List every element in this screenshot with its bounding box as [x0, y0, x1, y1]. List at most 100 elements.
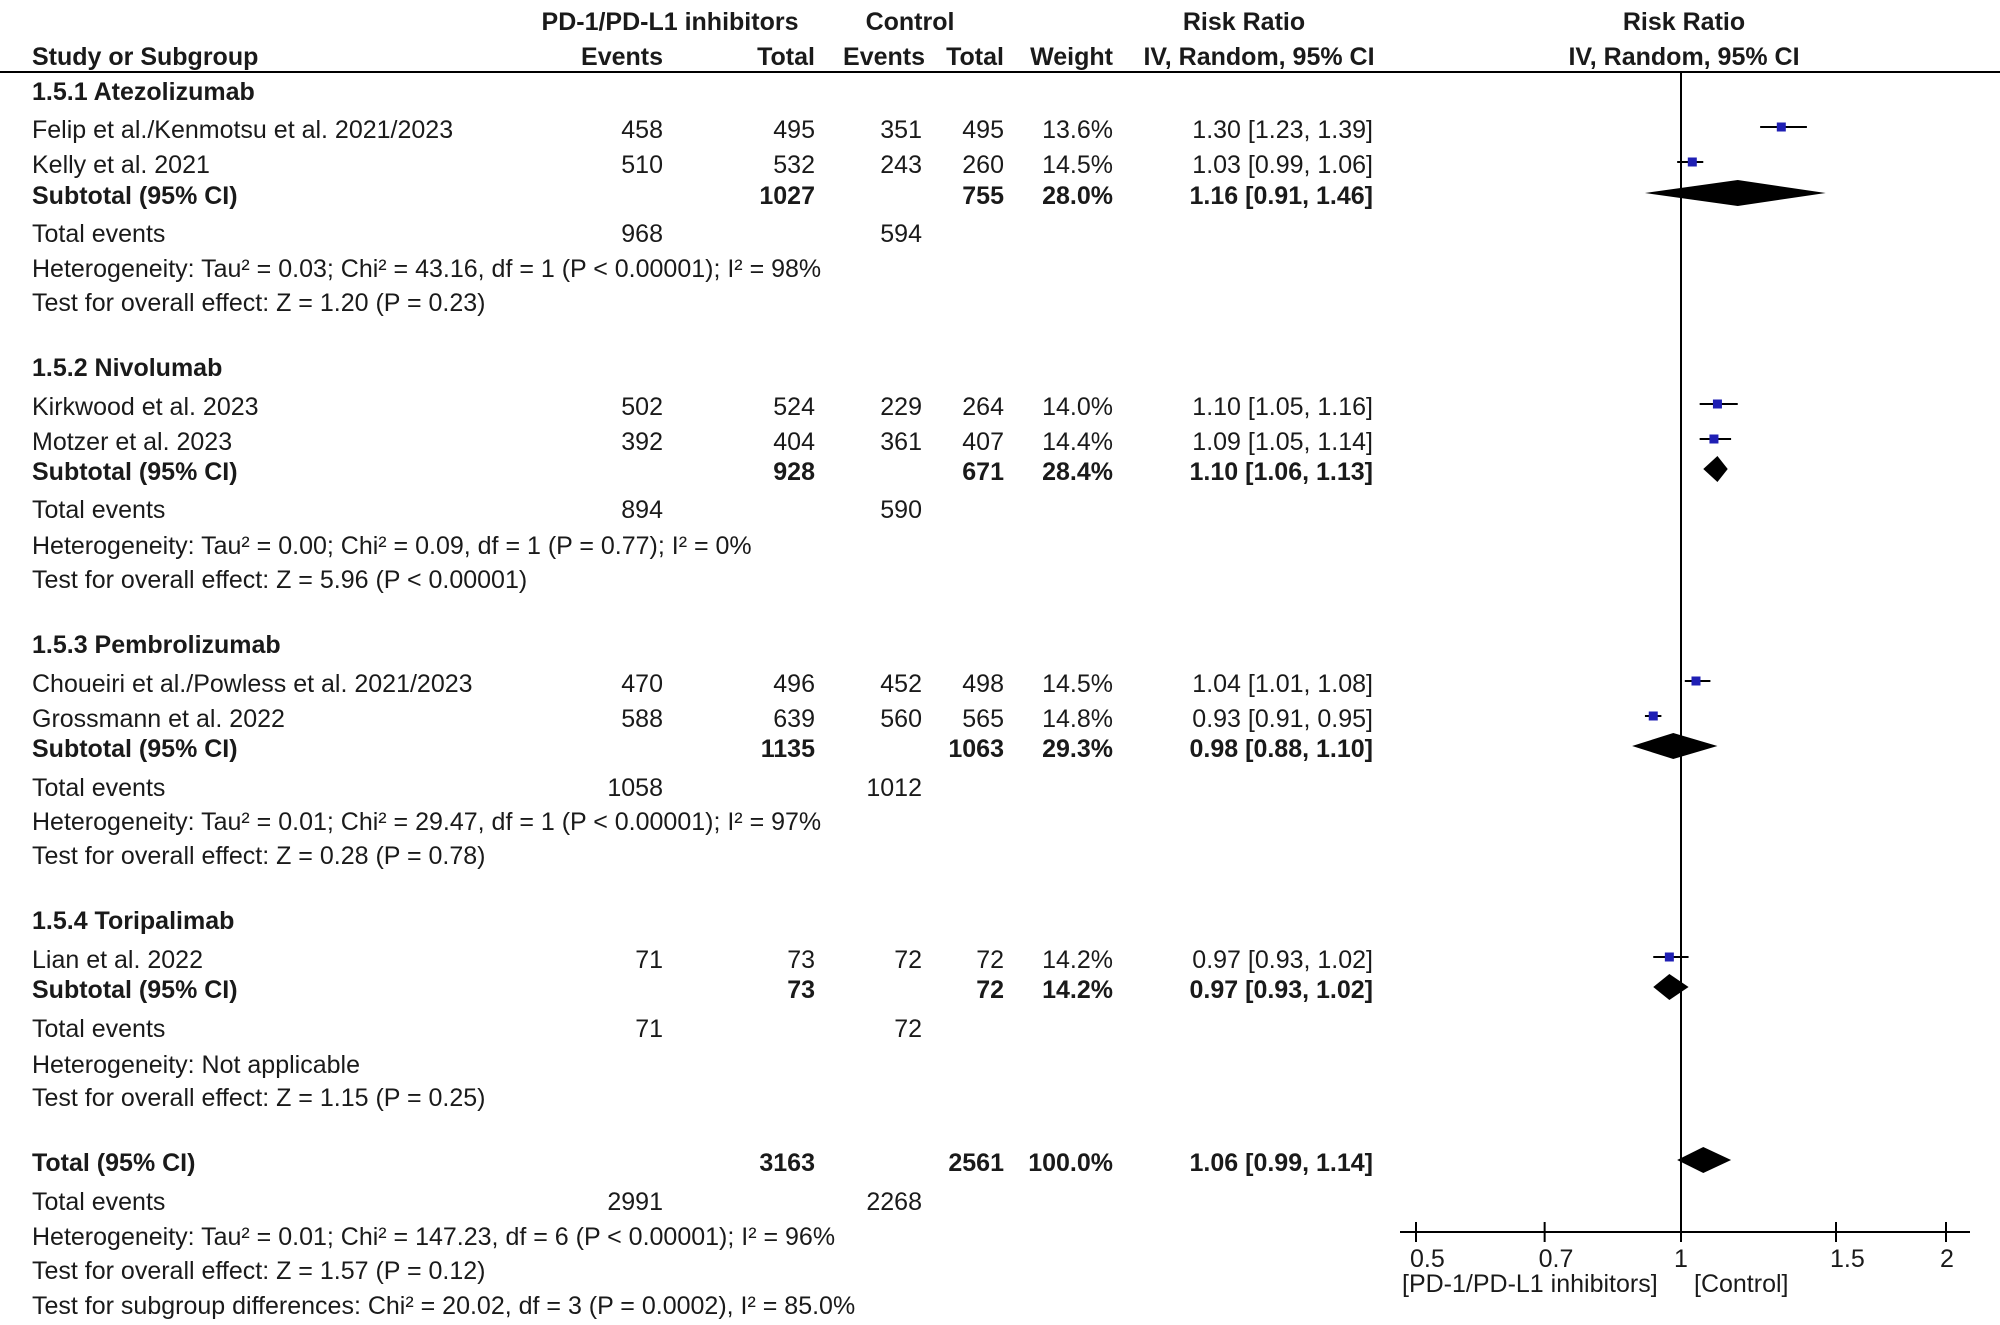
study-point-square	[1687, 157, 1697, 167]
subtotal-total-control: 671	[962, 458, 1004, 486]
header-events-experimental: Events	[581, 43, 663, 71]
subtotal-diamond	[1632, 733, 1718, 759]
study-point-square	[1691, 676, 1701, 686]
study-risk-ratio-ci: 1.09 [1.05, 1.14]	[1192, 428, 1373, 456]
subtotal-total-control: 72	[976, 976, 1004, 1004]
total-events-label: Total events	[32, 1188, 166, 1216]
study-total-experimental: 73	[787, 946, 815, 974]
favours-right-label: [Control]	[1694, 1270, 1788, 1298]
study-point-square	[1712, 399, 1722, 409]
study-risk-ratio-ci: 1.04 [1.01, 1.08]	[1192, 670, 1373, 698]
subtotal-total-experimental: 928	[773, 458, 815, 486]
study-name: Felip et al./Kenmotsu et al. 2021/2023	[32, 116, 454, 144]
subtotal-label: Subtotal (95% CI)	[32, 182, 238, 210]
study-events-experimental: 502	[621, 393, 663, 421]
study-name: Lian et al. 2022	[32, 946, 203, 974]
header-rr-method: IV, Random, 95% CI	[1143, 43, 1375, 71]
study-name: Kirkwood et al. 2023	[32, 393, 259, 421]
subtotal-label: Subtotal (95% CI)	[32, 735, 238, 763]
study-events-control: 452	[880, 670, 922, 698]
study-events-experimental: 510	[621, 151, 663, 179]
total-events-control: 1012	[866, 774, 922, 802]
header-risk-ratio-plot: Risk Ratio	[1622, 8, 1746, 36]
study-total-control: 264	[962, 393, 1004, 421]
subtotal-diamond	[1653, 974, 1689, 1000]
overall-effect-text: Test for overall effect: Z = 5.96 (P < 0…	[32, 566, 528, 594]
study-events-control: 351	[880, 116, 922, 144]
study-total-control: 72	[976, 946, 1004, 974]
total-events-label: Total events	[32, 220, 166, 248]
heterogeneity-text: Heterogeneity: Tau² = 0.03; Chi² = 43.16…	[32, 255, 822, 283]
study-weight: 14.5%	[1042, 670, 1113, 698]
study-total-experimental: 639	[773, 705, 815, 733]
subgroup-title: 1.5.2 Nivolumab	[32, 354, 223, 382]
study-point-square	[1648, 711, 1658, 721]
subtotal-weight: 29.3%	[1042, 735, 1113, 763]
study-point-square	[1664, 952, 1674, 962]
study-weight: 14.2%	[1042, 946, 1113, 974]
study-events-experimental: 71	[635, 946, 663, 974]
subtotal-label: Subtotal (95% CI)	[32, 458, 238, 486]
subtotal-label: Subtotal (95% CI)	[32, 976, 238, 1004]
subtotal-risk-ratio-ci: 1.16 [0.91, 1.46]	[1189, 182, 1373, 210]
study-events-experimental: 470	[621, 670, 663, 698]
header-rr-plot-method: IV, Random, 95% CI	[1568, 43, 1800, 71]
study-total-control: 498	[962, 670, 1004, 698]
header-group-experimental: PD-1/PD-L1 inhibitors	[541, 8, 799, 36]
subtotal-weight: 14.2%	[1042, 976, 1113, 1004]
heterogeneity-text: Heterogeneity: Tau² = 0.00; Chi² = 0.09,…	[32, 532, 752, 560]
study-point-square	[1709, 434, 1719, 444]
study-name: Grossmann et al. 2022	[32, 705, 285, 733]
study-events-control: 72	[894, 946, 922, 974]
study-total-control: 260	[962, 151, 1004, 179]
total-risk-ratio-ci: 1.06 [0.99, 1.14]	[1189, 1149, 1373, 1177]
total-events-control: 2268	[866, 1188, 922, 1216]
study-weight: 14.5%	[1042, 151, 1113, 179]
x-axis-tick-label: 0.7	[1539, 1245, 1574, 1273]
overall-effect-text: Test for overall effect: Z = 1.15 (P = 0…	[32, 1084, 486, 1112]
study-risk-ratio-ci: 0.97 [0.93, 1.02]	[1192, 946, 1373, 974]
study-risk-ratio-ci: 1.10 [1.05, 1.16]	[1192, 393, 1373, 421]
total-events-experimental: 71	[635, 1015, 663, 1043]
study-events-control: 361	[880, 428, 922, 456]
overall-diamond	[1677, 1147, 1732, 1173]
total-label: Total (95% CI)	[32, 1149, 196, 1177]
subgroup-title: 1.5.3 Pembrolizumab	[32, 631, 281, 659]
study-events-experimental: 392	[621, 428, 663, 456]
study-total-control: 565	[962, 705, 1004, 733]
study-weight: 14.8%	[1042, 705, 1113, 733]
study-weight: 14.0%	[1042, 393, 1113, 421]
total-events-label: Total events	[32, 1015, 166, 1043]
study-total-experimental: 496	[773, 670, 815, 698]
subtotal-risk-ratio-ci: 0.98 [0.88, 1.10]	[1189, 735, 1373, 763]
subtotal-diamond	[1703, 456, 1728, 482]
header-total-experimental: Total	[757, 43, 815, 71]
total-events-experimental: 968	[621, 220, 663, 248]
study-events-experimental: 458	[621, 116, 663, 144]
total-weight: 100.0%	[1028, 1149, 1113, 1177]
subtotal-total-control: 755	[962, 182, 1004, 210]
total-control: 2561	[948, 1149, 1004, 1177]
total-overall-effect-text: Test for overall effect: Z = 1.57 (P = 0…	[32, 1257, 486, 1285]
subtotal-weight: 28.0%	[1042, 182, 1113, 210]
header-study-or-subgroup: Study or Subgroup	[32, 43, 259, 71]
subtotal-total-control: 1063	[948, 735, 1004, 763]
total-events-control: 590	[880, 496, 922, 524]
study-risk-ratio-ci: 1.03 [0.99, 1.06]	[1192, 151, 1373, 179]
subtotal-total-experimental: 73	[787, 976, 815, 1004]
study-risk-ratio-ci: 1.30 [1.23, 1.39]	[1192, 116, 1373, 144]
total-events-label: Total events	[32, 774, 166, 802]
study-name: Kelly et al. 2021	[32, 151, 210, 179]
study-events-control: 243	[880, 151, 922, 179]
total-events-label: Total events	[32, 496, 166, 524]
study-point-square	[1776, 122, 1786, 132]
subtotal-total-experimental: 1135	[760, 735, 815, 763]
study-total-experimental: 404	[773, 428, 815, 456]
header-risk-ratio: Risk Ratio	[1182, 8, 1306, 36]
study-weight: 14.4%	[1042, 428, 1113, 456]
x-axis-tick-label: 2	[1940, 1245, 1954, 1273]
x-axis-tick-label: 1.5	[1830, 1245, 1865, 1273]
overall-effect-text: Test for overall effect: Z = 0.28 (P = 0…	[32, 842, 486, 870]
total-events-control: 72	[894, 1015, 922, 1043]
